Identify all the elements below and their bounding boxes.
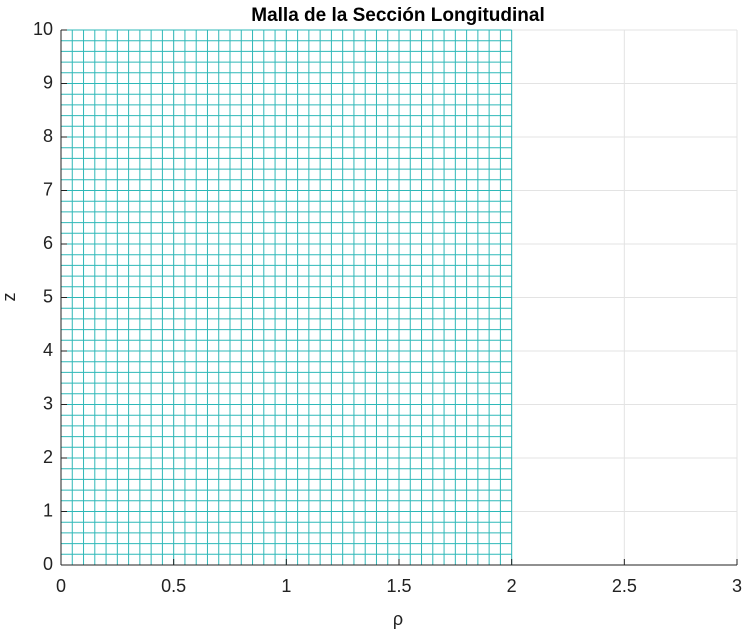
x-tick-label: 3 [732, 576, 742, 596]
y-tick-label: 6 [43, 233, 53, 253]
y-tick-label: 10 [33, 19, 53, 39]
x-axis-label: ρ [393, 609, 403, 629]
chart-title: Malla de la Sección Longitudinal [251, 5, 545, 26]
y-tick-label: 9 [43, 72, 53, 92]
x-tick-label: 1.5 [386, 576, 411, 596]
y-tick-label: 0 [43, 554, 53, 574]
y-tick-label: 3 [43, 393, 53, 413]
y-tick-label: 8 [43, 126, 53, 146]
x-tick-label: 0.5 [161, 576, 186, 596]
y-tick-label: 4 [43, 340, 53, 360]
x-tick-label: 2.5 [612, 576, 637, 596]
y-tick-label: 2 [43, 447, 53, 467]
x-tick-label: 2 [507, 576, 517, 596]
x-tick-label: 0 [56, 576, 66, 596]
x-tick-label: 1 [281, 576, 291, 596]
y-tick-label: 1 [43, 500, 53, 520]
y-tick-label: 5 [43, 286, 53, 306]
y-tick-label: 7 [43, 179, 53, 199]
y-axis-label: z [0, 293, 19, 302]
